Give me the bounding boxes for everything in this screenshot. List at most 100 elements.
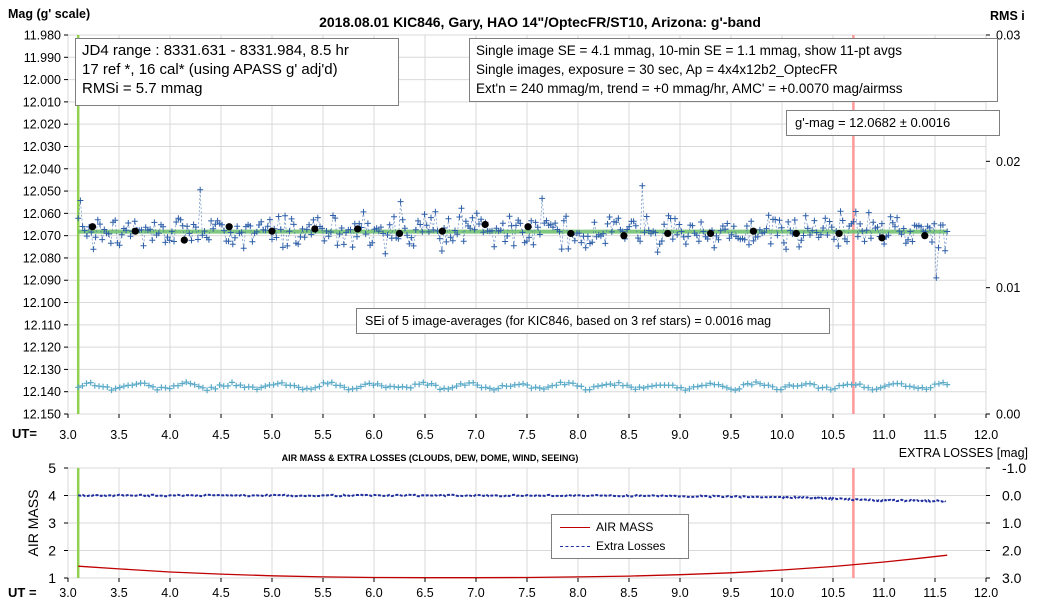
single-image-point: [188, 237, 195, 244]
top-ticks: 11.980 11.990 12.000 12.010 12.020 12.030 12.0…: [23, 29, 1021, 443]
rmsi-point: [295, 384, 302, 391]
bottom-y2-tick-label: 2.0: [1002, 543, 1022, 559]
rmsi-point: [445, 386, 452, 392]
legend-label-airmass: AIR MASS: [596, 520, 654, 534]
single-image-point: [756, 226, 763, 233]
bottom-y-tick-label: 3: [48, 515, 56, 531]
single-image-point: [604, 220, 611, 227]
single-image-point: [698, 219, 705, 225]
rmsi-point: [270, 381, 277, 388]
rmsi-point: [852, 382, 859, 388]
rmsi-point: [553, 382, 560, 389]
bottom-x-tick-label: 3.5: [110, 586, 127, 600]
single-image-point: [863, 227, 870, 234]
rmsi-point: [628, 384, 635, 391]
rmsi-point: [595, 383, 601, 390]
rmsi-point: [199, 384, 206, 391]
avg-point: [835, 229, 843, 238]
top-x-tick-label: 7.5: [518, 428, 535, 442]
single-image-point: [652, 229, 659, 236]
single-image-point: [173, 219, 180, 225]
single-image-point: [539, 195, 546, 202]
bottom-x-tick-label: 5.0: [263, 586, 280, 600]
single-image-point: [523, 238, 530, 245]
single-image-point: [750, 237, 757, 244]
bottom-y-tick-label: 5: [48, 460, 56, 476]
single-image-point: [728, 231, 735, 238]
rmsi-point: [461, 382, 468, 389]
avg-point: [878, 234, 886, 242]
single-image-point: [589, 239, 596, 246]
rmsi-point: [262, 383, 269, 390]
rmsi-point: [208, 384, 215, 391]
y-axis-label: Mag (g' scale): [8, 7, 90, 21]
single-image-point: [724, 220, 731, 227]
bottom-x-tick-label: 5.5: [314, 586, 331, 600]
single-image-point: [765, 212, 772, 219]
top-y-tick-label: 12.080: [23, 251, 61, 265]
rmsi-point: [437, 386, 443, 393]
top-y2-tick-label: 0.01: [996, 281, 1020, 295]
single-image-point: [234, 223, 241, 230]
single-image-point: [857, 220, 864, 227]
rmsi-point: [524, 382, 531, 388]
single-image-point: [528, 217, 535, 224]
single-image-point: [526, 234, 533, 241]
top-y-tick-label: 12.030: [23, 140, 61, 154]
single-image-point: [83, 233, 90, 240]
extinction-text: Ext'n = 240 mmag/m, trend = +0 mmag/hr, …: [476, 81, 903, 96]
stats-box-left: JD4 range : 8331.631 - 8331.984, 8.5 hr …: [75, 38, 399, 106]
rmsi-point: [536, 385, 543, 391]
single-image-point: [532, 219, 539, 226]
exposure-text: Single images, exposure = 30 sec, Ap = 4…: [476, 62, 838, 77]
avg-point: [481, 220, 489, 229]
rmsi-point: [299, 386, 306, 393]
gmag-text: g'-mag = 12.0682 ± 0.0016: [795, 115, 951, 130]
single-image-point: [364, 220, 371, 227]
single-image-point: [534, 224, 541, 231]
top-y-tick-label: 12.010: [23, 95, 61, 109]
single-image-point: [306, 221, 313, 228]
rmsi-point: [112, 385, 119, 392]
single-image-point: [171, 238, 177, 245]
single-image-point: [92, 234, 99, 241]
rmsi-point: [108, 387, 115, 394]
single-image-point: [504, 233, 511, 239]
single-image-point: [303, 226, 310, 233]
single-image-point: [473, 210, 480, 217]
top-x-tick-label: 10.5: [821, 428, 845, 442]
avg-point: [524, 223, 532, 231]
single-image-point: [785, 218, 792, 225]
single-image-point: [131, 218, 138, 225]
single-image-point: [935, 244, 942, 251]
rmsi-point: [545, 384, 552, 391]
single-image-point: [415, 217, 421, 224]
single-image-point: [380, 230, 387, 237]
single-image-point: [107, 240, 114, 247]
top-y-tick-label: 12.070: [23, 229, 61, 243]
rmsi-point: [374, 380, 381, 387]
rmsi-point: [873, 386, 880, 393]
sei-box: SEi of 5 image-averages (for KIC846, bas…: [356, 308, 830, 334]
single-image-point: [591, 219, 598, 226]
single-image-point: [249, 238, 256, 245]
single-image-point: [778, 224, 785, 231]
single-image-point: [295, 241, 302, 248]
rmsi-point: [744, 380, 751, 387]
rmsi-point: [104, 384, 111, 390]
avg-point: [88, 223, 97, 231]
single-image-point: [160, 223, 167, 230]
top-series: [75, 182, 951, 394]
single-image-point: [456, 214, 463, 220]
single-image-point: [632, 222, 639, 229]
single-image-point: [412, 226, 419, 233]
single-image-point: [693, 232, 700, 239]
top-y-tick-label: 12.000: [23, 73, 61, 87]
rmsi-point: [308, 386, 315, 393]
single-image-point: [672, 215, 678, 222]
avg-point: [620, 232, 628, 240]
bottom-y-tick-label: 4: [48, 488, 56, 504]
single-image-point: [284, 242, 291, 249]
rmsi-point: [715, 381, 722, 388]
single-image-point: [656, 241, 663, 248]
